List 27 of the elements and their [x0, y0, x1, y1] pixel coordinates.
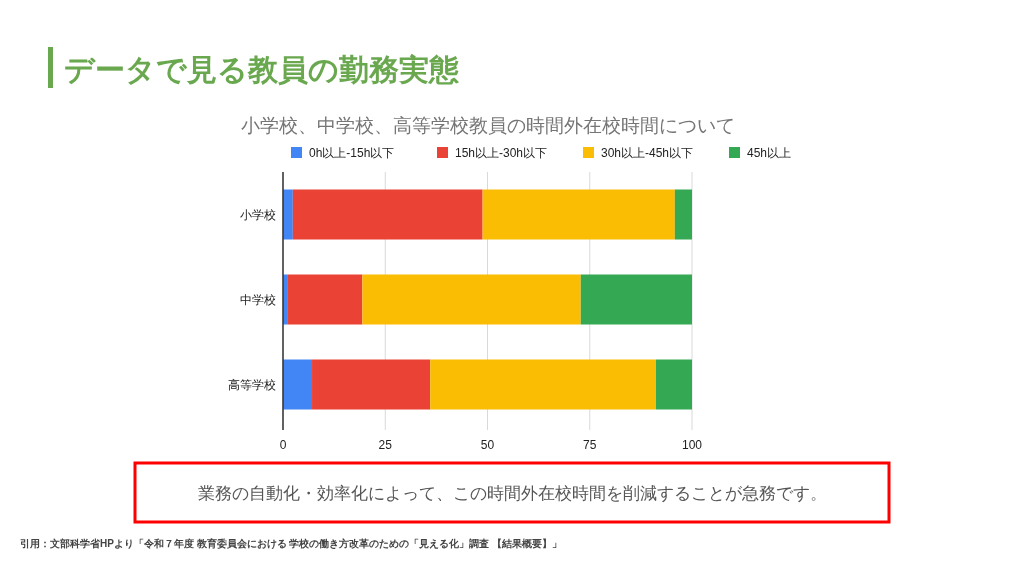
y-tick-label: 高等学校	[228, 377, 276, 392]
x-tick-label: 0	[279, 438, 287, 452]
chart-title: データで見る教員の勤務実態	[64, 53, 459, 86]
bar	[430, 359, 657, 410]
y-tick-label: 小学校	[240, 207, 276, 222]
bar	[312, 359, 431, 410]
bar	[482, 189, 675, 240]
x-tick-label: 50	[480, 438, 495, 452]
legend-label: 0h以上-15h以下	[309, 146, 395, 160]
bar	[362, 274, 581, 325]
legend-label: 45h以上	[747, 146, 792, 160]
text: 引用：文部科学省HPより「令和７年度 教育委員会における 学校の働き方改革のための「見える化」調査 【結果概要】」	[20, 538, 563, 550]
bar	[674, 189, 692, 240]
bar	[656, 359, 692, 410]
x-tick-label: 100	[681, 438, 703, 452]
y-tick-label: 中学校	[240, 292, 276, 307]
bar	[287, 274, 363, 325]
x-tick-label: 75	[583, 438, 597, 452]
chart-subtitle: 小学校、中学校、高等学校教員の時間外在校時間について	[241, 115, 735, 136]
bar	[283, 359, 313, 410]
bar	[292, 189, 483, 240]
legend-label: 15h以上-30h以下	[455, 146, 548, 160]
text: 業務の自動化・効率化によって、この時間外在校時間を削減することが急務です。	[197, 484, 827, 503]
x-tick-label: 25	[378, 438, 393, 452]
bar	[580, 274, 692, 325]
legend-label: 30h以上-45h以下	[601, 146, 694, 160]
bar	[283, 189, 293, 240]
